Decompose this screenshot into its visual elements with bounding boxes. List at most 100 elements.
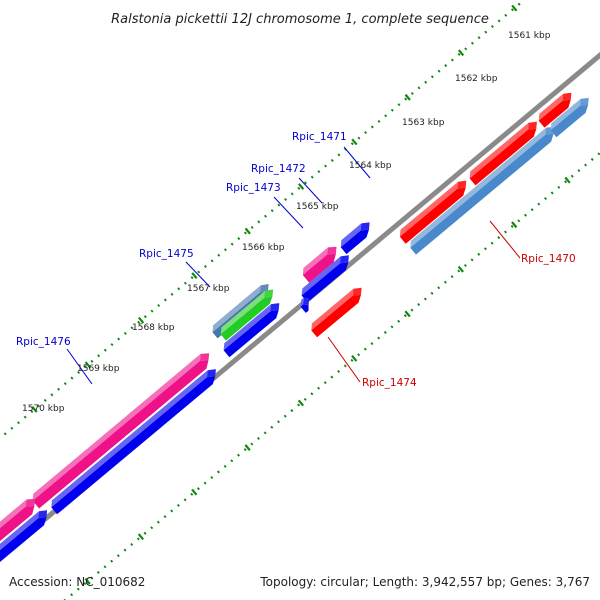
scale-dot (397, 103, 401, 107)
tick-label-1564: 1564 kbp (349, 161, 392, 171)
gene-top-face (220, 290, 266, 335)
leader-rpic-1475 (185, 261, 211, 288)
scale-dot (250, 442, 254, 446)
scale-dot (257, 220, 261, 224)
scale-dot (290, 409, 294, 413)
gene-label-rpic-1473[interactable]: Rpic_1473 (226, 182, 281, 194)
leader-rpic-1471 (343, 146, 371, 179)
major-tick (298, 183, 305, 190)
tick-label-1565: 1565 kbp (296, 202, 339, 212)
scale-dot (330, 158, 334, 162)
scale-dot (170, 509, 174, 513)
gene-top-face (340, 223, 362, 248)
gene-tip-face (207, 369, 216, 378)
gene-rpic-1475-b (220, 289, 274, 341)
gene-tip-face (38, 510, 48, 519)
scale-dot (290, 192, 294, 196)
gene-front-face (302, 253, 336, 283)
scale-dot (510, 8, 514, 12)
major-tick (351, 355, 358, 362)
gene-rpic-1469-partial (538, 92, 572, 128)
scale-dot (504, 13, 508, 17)
gene-tip-face (562, 92, 572, 101)
scale-dot (450, 58, 454, 62)
gene-top-face (0, 511, 39, 551)
gene-pink-partial (0, 498, 35, 542)
tick-label-1561: 1561 kbp (508, 31, 551, 41)
scale-dot (417, 303, 421, 307)
scale-dot (30, 410, 34, 414)
scale-dot (477, 252, 481, 256)
backbone-layer (0, 51, 600, 561)
scale-dot (297, 186, 301, 190)
scale-dot (270, 209, 274, 213)
scale-dot (183, 281, 187, 285)
gene-tip-face (360, 222, 370, 231)
gene-front-face (301, 262, 349, 303)
major-tick (564, 176, 571, 184)
gene-label-rpic-1470[interactable]: Rpic_1470 (521, 253, 576, 265)
gene-front-face (311, 294, 361, 338)
gene-label-rpic-1474[interactable]: Rpic_1474 (362, 377, 417, 389)
scale-dot (150, 309, 154, 313)
backbone-line (0, 51, 600, 561)
major-tick (511, 221, 518, 229)
scale-dot (350, 142, 354, 146)
scale-dot (264, 214, 267, 218)
scale-dot (503, 230, 507, 234)
scale-dot (90, 359, 94, 363)
leader-rpic-1470 (489, 220, 521, 259)
scale-dot (223, 248, 227, 252)
gene-label-rpic-1475[interactable]: Rpic_1475 (139, 248, 194, 260)
scale-dot (377, 119, 381, 123)
scale-dot (377, 336, 381, 340)
scale-dot (410, 91, 414, 95)
scale-dot (330, 375, 334, 379)
scale-dot (297, 403, 301, 407)
scale-dot (143, 315, 147, 319)
gene-front-face (410, 133, 554, 255)
gene-top-face (0, 499, 27, 529)
scale-dot (277, 203, 281, 207)
scale-dot (190, 492, 194, 496)
tick-label-1566: 1566 kbp (242, 243, 285, 253)
scale-dot (564, 180, 568, 184)
scale-dot (584, 163, 588, 167)
scale-dot (450, 275, 454, 279)
scale-dot (370, 342, 374, 346)
scale-dot (163, 298, 167, 302)
gene-top-face (469, 122, 529, 179)
scale-dot (317, 170, 321, 174)
scale-dot (544, 196, 547, 201)
gene-top-face (51, 370, 208, 508)
scale-dot (163, 515, 167, 519)
scale-dot (277, 420, 281, 424)
scale-dot (3, 432, 7, 436)
gene-top-face (550, 98, 581, 131)
scale-dot (243, 448, 247, 452)
gene-label-rpic-1471[interactable]: Rpic_1471 (292, 131, 347, 143)
scale-dot (304, 181, 308, 185)
scale-dot (483, 247, 487, 251)
gene-tip-face (200, 353, 210, 361)
scale-dot (136, 537, 140, 541)
gene-front-face (223, 310, 279, 358)
scale-dot (470, 258, 474, 262)
scale-dot (230, 459, 234, 463)
gene-rpic-1473-b (300, 297, 310, 313)
scale-dot (470, 41, 474, 45)
scale-dot (210, 259, 214, 263)
scale-dot (103, 348, 107, 352)
gene-label-rpic-1472[interactable]: Rpic_1472 (251, 163, 306, 175)
gene-label-rpic-1476[interactable]: Rpic_1476 (16, 336, 71, 348)
scale-dot (223, 464, 227, 468)
gene-top-face (302, 247, 328, 275)
tick-label-1570: 1570 kbp (22, 404, 65, 414)
map-title: Ralstonia pickettii 12J chromosome 1, co… (111, 12, 489, 27)
scale-dot (210, 476, 214, 480)
scale-dot (484, 30, 488, 34)
scale-dot (250, 225, 254, 229)
scale-dot (343, 364, 347, 368)
